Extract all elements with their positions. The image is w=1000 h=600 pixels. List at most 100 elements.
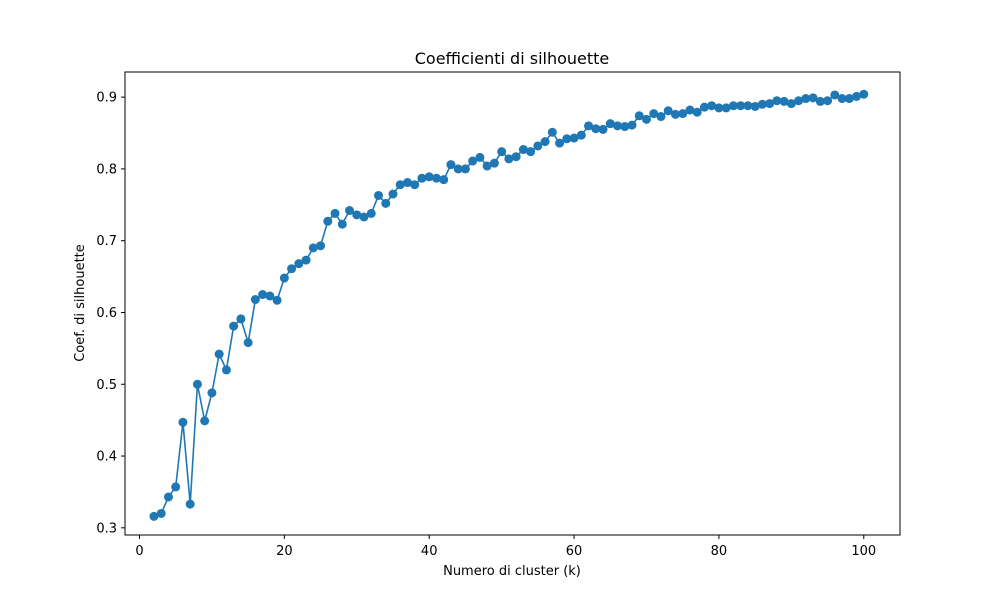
y-tick-label: 0.5 <box>96 378 117 393</box>
data-point <box>381 198 391 208</box>
data-point <box>221 365 231 375</box>
data-point <box>243 338 253 348</box>
x-tick-label: 80 <box>711 544 728 559</box>
data-point <box>453 164 463 174</box>
data-point <box>620 122 630 132</box>
data-point <box>374 190 383 200</box>
data-point <box>569 133 579 143</box>
y-tick-label: 0.8 <box>96 162 117 177</box>
data-point <box>265 291 275 301</box>
data-point <box>337 219 347 229</box>
data-point <box>555 138 565 148</box>
data-point <box>830 90 840 100</box>
data-point <box>178 417 188 427</box>
data-point <box>779 96 789 106</box>
y-axis-title: Coef. di silhouette <box>73 244 88 362</box>
data-point <box>250 295 260 305</box>
data-point <box>301 255 311 265</box>
chart-title: Coefficienti di silhouette <box>415 49 610 68</box>
data-point <box>670 109 680 119</box>
y-tick-label: 0.4 <box>96 450 117 465</box>
plot-area <box>149 89 869 521</box>
data-point <box>584 121 594 131</box>
data-point <box>446 160 456 170</box>
data-point <box>642 114 651 124</box>
data-point <box>308 243 318 253</box>
y-tick-label: 0.3 <box>96 521 117 536</box>
data-point <box>294 259 304 269</box>
x-tick-label: 60 <box>566 544 583 559</box>
data-point <box>591 124 601 134</box>
data-point <box>728 101 738 111</box>
data-point <box>598 124 608 134</box>
data-point <box>192 379 202 389</box>
data-point <box>823 96 833 106</box>
data-point <box>707 101 717 111</box>
data-point <box>547 127 557 137</box>
data-point <box>634 111 644 121</box>
data-point <box>663 106 673 116</box>
data-point <box>750 101 760 111</box>
data-point <box>395 180 405 190</box>
data-point <box>214 349 224 359</box>
data-point <box>468 156 478 166</box>
data-point <box>229 321 239 331</box>
data-point <box>359 212 369 222</box>
data-point <box>656 112 666 122</box>
data-point <box>489 158 499 168</box>
data-point <box>402 178 412 188</box>
data-point <box>685 105 695 115</box>
data-point <box>417 173 427 183</box>
data-point <box>765 99 775 109</box>
data-point <box>518 145 528 155</box>
data-point <box>533 141 543 151</box>
data-point <box>837 94 847 104</box>
data-point <box>692 107 702 117</box>
data-point <box>613 121 623 131</box>
x-axis-title: Numero di cluster (k) <box>443 564 581 579</box>
data-point <box>714 103 724 113</box>
data-point <box>526 147 536 157</box>
data-point <box>163 492 173 502</box>
data-point <box>366 208 376 218</box>
data-point <box>258 290 268 300</box>
y-tick-label: 0.7 <box>96 234 117 249</box>
data-point <box>287 264 297 274</box>
data-point <box>149 511 159 521</box>
data-point <box>852 91 862 101</box>
data-point <box>736 101 746 111</box>
data-point <box>605 119 615 129</box>
data-point <box>482 161 492 171</box>
data-point <box>207 388 217 398</box>
data-point <box>424 172 434 182</box>
data-point <box>410 180 420 190</box>
x-tick-label: 20 <box>276 544 293 559</box>
data-point <box>801 94 811 104</box>
data-point <box>649 109 659 119</box>
data-point <box>439 175 449 185</box>
axes: 0 20 40 60 80 100 0.3 0.4 0.5 0.6 0.7 0.8 0.9 <box>96 71 901 559</box>
x-tick-label: 100 <box>851 544 876 559</box>
data-point <box>323 216 333 226</box>
data-point <box>345 206 355 216</box>
x-tick-label: 0 <box>135 544 143 559</box>
data-point <box>815 96 825 106</box>
data-point <box>279 273 289 283</box>
data-point <box>808 93 818 103</box>
data-point <box>236 314 246 324</box>
data-point <box>721 103 731 113</box>
data-point <box>156 508 166 518</box>
data-point <box>757 99 767 109</box>
data-point <box>540 137 550 147</box>
plot-frame <box>124 71 901 536</box>
y-tick-label: 0.6 <box>96 306 117 321</box>
data-point <box>431 173 441 183</box>
x-tick-label: 40 <box>421 544 438 559</box>
data-point <box>185 499 195 509</box>
data-point <box>678 109 688 119</box>
data-point <box>772 96 782 106</box>
data-point <box>859 89 869 99</box>
